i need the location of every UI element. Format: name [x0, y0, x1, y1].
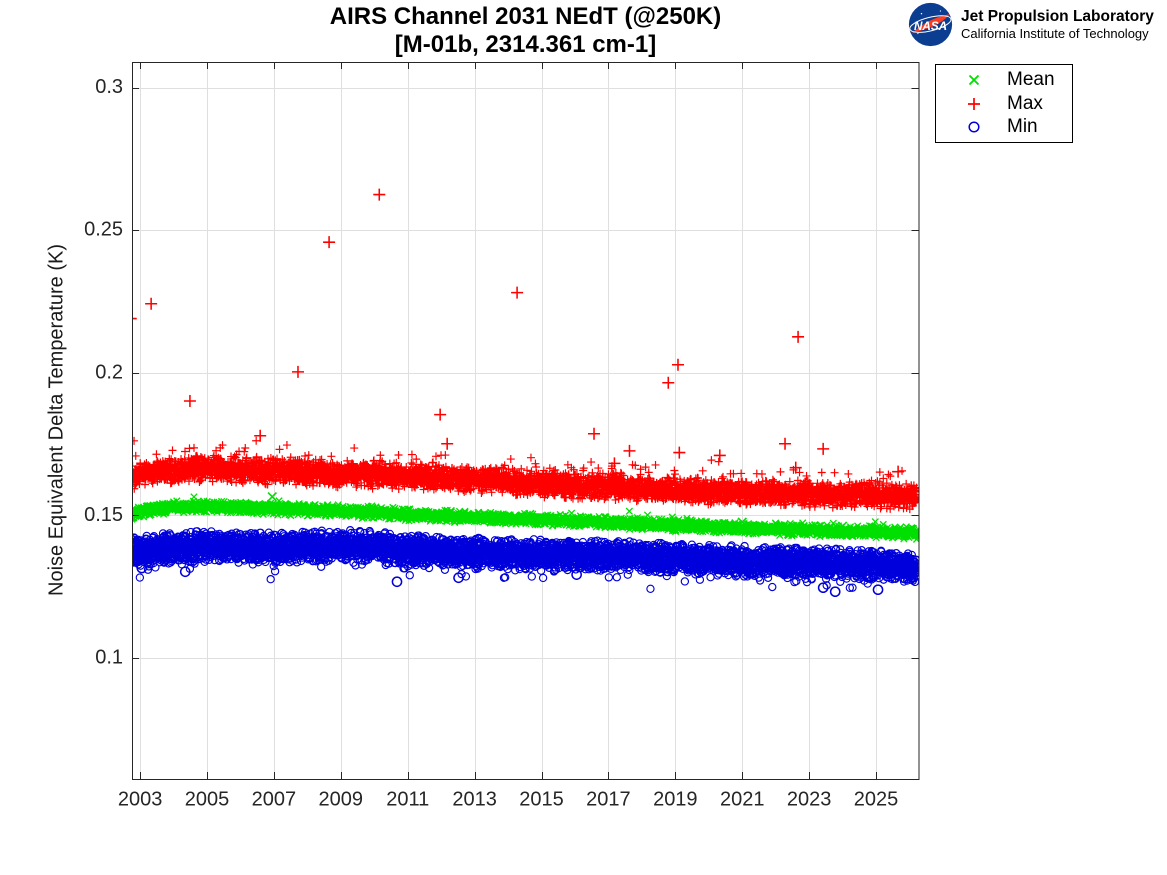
- chart-subtitle: [M-01b, 2314.361 cm-1]: [394, 31, 657, 58]
- legend-label-max: Max: [1007, 92, 1043, 114]
- chart-title: AIRS Channel 2031 NEdT (@250K): [329, 3, 722, 30]
- legend-label-min: Min: [1007, 116, 1038, 138]
- legend-row-min: Min: [936, 115, 1072, 139]
- legend-row-mean: Mean: [936, 68, 1072, 92]
- min-circle-marker-icon: [968, 121, 980, 133]
- legend-row-max: Max: [936, 92, 1072, 116]
- jpl-header: NASA Jet Propulsion Laboratory Californi…: [908, 2, 1154, 47]
- jpl-org-subtitle: California Institute of Technology: [961, 26, 1149, 41]
- jpl-text: Jet Propulsion Laboratory California Ins…: [961, 7, 1154, 42]
- y-axis-label: Noise Equivalent Delta Temperature (K): [45, 243, 68, 597]
- title-block: AIRS Channel 2031 NEdT (@250K) [M-01b, 2…: [132, 3, 919, 59]
- mean-x-marker-icon: [968, 74, 980, 85]
- max-plus-marker-icon: [968, 97, 980, 110]
- jpl-org-name: Jet Propulsion Laboratory: [961, 8, 1154, 25]
- legend: Mean Max Min: [935, 64, 1073, 143]
- legend-label-mean: Mean: [1007, 68, 1055, 90]
- nasa-logo-icon: NASA: [908, 2, 953, 47]
- svg-text:NASA: NASA: [914, 20, 947, 33]
